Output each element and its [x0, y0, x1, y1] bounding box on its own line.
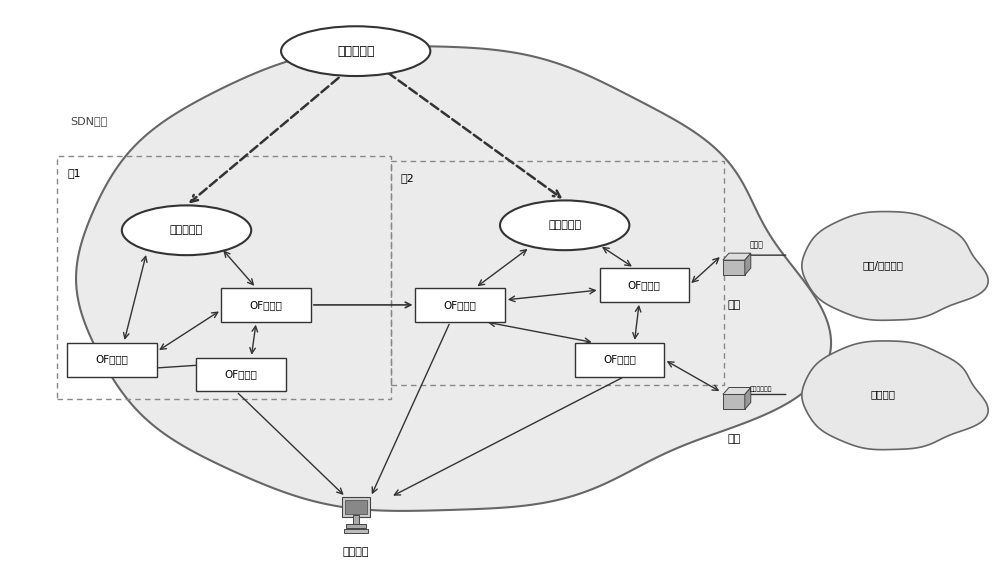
- Text: 局部控制器: 局部控制器: [548, 220, 581, 231]
- Text: OF交换机: OF交换机: [95, 355, 128, 365]
- Text: SDN网络: SDN网络: [70, 116, 107, 126]
- Text: 目标主机: 目标主机: [342, 547, 369, 557]
- Text: OF交换机: OF交换机: [603, 355, 636, 365]
- Bar: [342, 497, 370, 517]
- Bar: [600, 268, 689, 302]
- Bar: [221, 288, 311, 322]
- Bar: [723, 260, 745, 275]
- Text: 正常网络: 正常网络: [871, 389, 896, 400]
- Bar: [353, 515, 359, 525]
- Bar: [415, 288, 505, 322]
- Polygon shape: [76, 46, 831, 511]
- Text: 僵尸/攻击网络: 僵尸/攻击网络: [863, 260, 904, 270]
- Bar: [345, 500, 367, 514]
- Polygon shape: [745, 388, 751, 409]
- Text: OF交换机: OF交换机: [444, 300, 477, 310]
- Bar: [575, 343, 664, 377]
- Text: OF交换机: OF交换机: [250, 300, 283, 310]
- Bar: [67, 343, 157, 377]
- Polygon shape: [723, 253, 751, 260]
- Polygon shape: [802, 341, 988, 450]
- Polygon shape: [723, 388, 751, 394]
- Bar: [723, 394, 745, 409]
- Bar: [344, 529, 368, 533]
- Text: 网关: 网关: [727, 434, 740, 444]
- Bar: [391, 160, 724, 385]
- Text: OF交换机: OF交换机: [628, 280, 661, 290]
- Bar: [196, 358, 286, 392]
- Text: 域2: 域2: [400, 172, 414, 182]
- Text: OF交换机: OF交换机: [225, 370, 258, 380]
- Polygon shape: [745, 253, 751, 275]
- Ellipse shape: [281, 26, 430, 76]
- Text: 攻击流: 攻击流: [750, 241, 764, 250]
- Text: 正常流量传输: 正常流量传输: [750, 387, 772, 392]
- Ellipse shape: [122, 205, 251, 255]
- Text: 全局控制器: 全局控制器: [337, 45, 374, 58]
- Text: 局部控制器: 局部控制器: [170, 225, 203, 235]
- Bar: [57, 156, 391, 400]
- Polygon shape: [802, 212, 988, 320]
- Text: 域1: 域1: [67, 167, 81, 178]
- Text: 网关: 网关: [727, 300, 740, 310]
- Ellipse shape: [500, 201, 629, 250]
- Bar: [346, 524, 366, 528]
